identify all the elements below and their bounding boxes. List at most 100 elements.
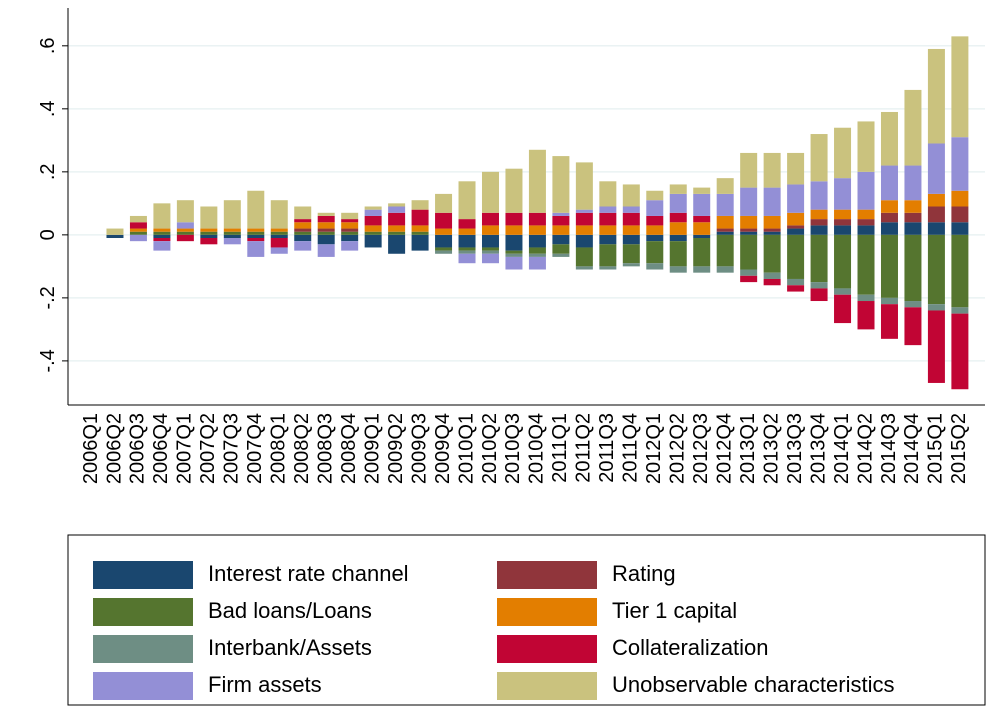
bar-segment	[317, 231, 335, 235]
bar-segment	[552, 212, 570, 216]
bar-segment	[129, 222, 147, 229]
bar-segment	[411, 225, 429, 232]
bar-segment	[669, 234, 687, 242]
bar-segment	[599, 244, 617, 267]
bar-segment	[599, 225, 617, 235]
bar-segment	[458, 247, 476, 251]
bar-segment	[857, 121, 875, 172]
bar-segment	[176, 234, 194, 242]
bar-segment	[106, 234, 124, 239]
bar-segment	[317, 212, 335, 216]
bar-segment	[740, 228, 758, 232]
bar-segment	[317, 222, 335, 229]
bar-segment	[411, 200, 429, 210]
bar-segment	[951, 36, 969, 138]
bar-segment	[247, 238, 265, 242]
bar-segment	[834, 127, 852, 179]
bar-segment	[575, 209, 593, 213]
bar-segment	[223, 234, 241, 239]
legend-label: Rating	[612, 561, 676, 586]
bar-segment	[388, 234, 406, 254]
bar-segment	[622, 234, 640, 245]
bar-segment	[951, 313, 969, 390]
bar-segment	[388, 212, 406, 226]
bar-segment	[646, 225, 664, 235]
bar-segment	[223, 200, 241, 229]
bar-segment	[857, 225, 875, 235]
y-tick-label: 0	[37, 229, 59, 240]
bar-segment	[341, 222, 359, 229]
bar-segment	[364, 206, 382, 210]
bar-segment	[646, 215, 664, 226]
bar-segment	[763, 234, 781, 273]
bar-segment	[317, 234, 335, 245]
bar-segment	[223, 231, 241, 235]
bar-segment	[270, 231, 288, 235]
bar-segment	[927, 143, 945, 194]
legend-swatch	[93, 598, 193, 626]
x-tick-label: 2013Q1	[737, 413, 759, 484]
x-tick-label: 2013Q3	[784, 413, 806, 484]
bar-segment	[834, 288, 852, 295]
bar-segment	[317, 244, 335, 257]
x-tick-label: 2008Q2	[291, 413, 313, 484]
bar-segment	[693, 215, 711, 223]
x-tick-label: 2006Q3	[127, 413, 149, 484]
bar-segment	[247, 190, 265, 229]
bar-segment	[646, 263, 664, 270]
x-tick-label: 2010Q4	[526, 413, 548, 484]
x-tick-label: 2012Q4	[713, 413, 735, 484]
bar-segment	[951, 222, 969, 235]
x-tick-label: 2008Q1	[268, 413, 290, 484]
bar-segment	[834, 225, 852, 235]
bar-segment	[505, 234, 523, 251]
bar-segment	[927, 234, 945, 305]
bar-segment	[153, 234, 171, 239]
bar-segment	[834, 209, 852, 220]
bar-segment	[552, 253, 570, 257]
bar-segment	[200, 231, 218, 235]
legend-label: Unobservable characteristics	[612, 672, 894, 697]
bar-segment	[693, 222, 711, 235]
x-tick-label: 2014Q4	[901, 413, 923, 484]
bar-segment	[458, 250, 476, 254]
bar-segment	[176, 231, 194, 235]
bar-segment	[505, 168, 523, 213]
bar-segment	[951, 190, 969, 207]
bar-segment	[716, 178, 734, 194]
bar-segment	[247, 234, 265, 239]
bar-segment	[810, 282, 828, 289]
bar-segment	[646, 200, 664, 216]
bar-segment	[200, 238, 218, 245]
bar-segment	[740, 234, 758, 270]
bar-segment	[857, 219, 875, 226]
bar-segment	[341, 234, 359, 242]
x-tick-label: 2006Q1	[80, 413, 102, 484]
bar-segment	[294, 222, 312, 229]
bar-segment	[223, 228, 241, 232]
bar-segment	[716, 234, 734, 267]
x-tick-label: 2010Q2	[479, 413, 501, 484]
bar-segment	[669, 212, 687, 223]
bar-segment	[528, 253, 546, 257]
bar-segment	[481, 171, 499, 213]
bar-segment	[435, 234, 453, 248]
bar-segment	[505, 225, 523, 235]
bar-segment	[294, 234, 312, 242]
x-tick-label: 2012Q3	[690, 413, 712, 484]
x-tick-label: 2012Q2	[667, 413, 689, 484]
bar-segment	[481, 212, 499, 226]
bar-segment	[693, 266, 711, 273]
bar-segment	[200, 228, 218, 232]
bar-segment	[880, 200, 898, 213]
x-tick-label: 2010Q1	[455, 413, 477, 484]
bar-segment	[575, 212, 593, 226]
bar-segment	[294, 231, 312, 235]
bar-segment	[223, 238, 241, 245]
bar-segment	[153, 231, 171, 235]
bar-segment	[270, 238, 288, 248]
bar-segment	[951, 206, 969, 223]
bar-segment	[129, 231, 147, 235]
bar-segment	[364, 234, 382, 248]
bar-segment	[904, 301, 922, 308]
